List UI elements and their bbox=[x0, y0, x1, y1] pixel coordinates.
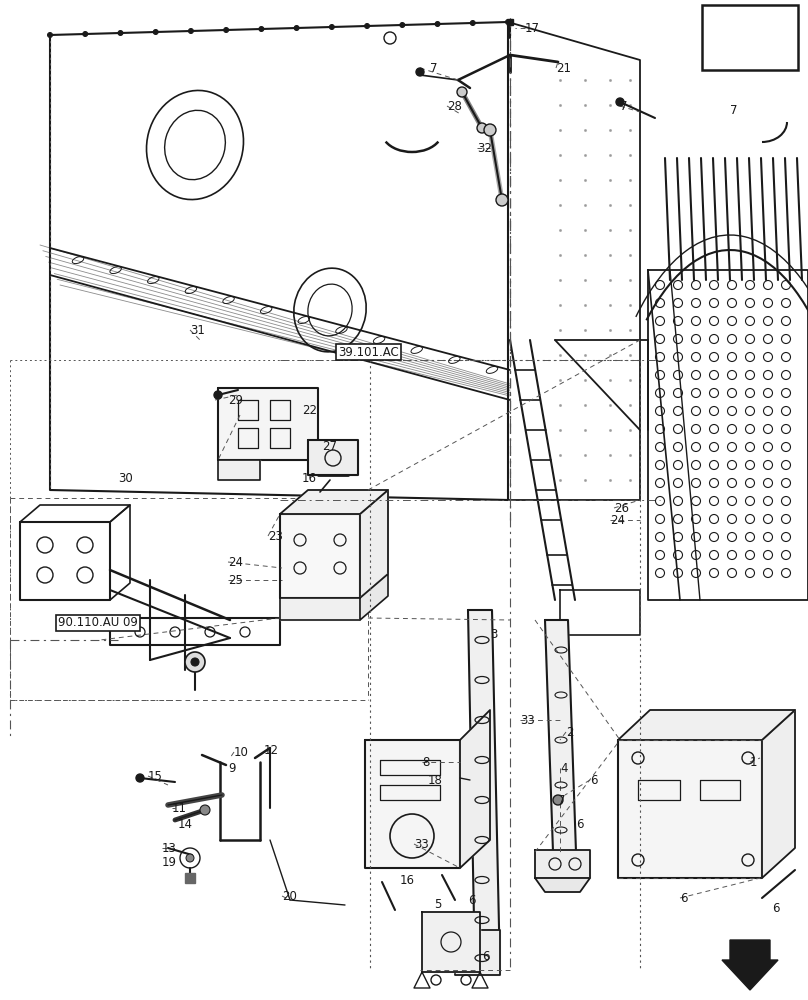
Circle shape bbox=[82, 31, 88, 36]
Text: 31: 31 bbox=[190, 324, 205, 336]
Circle shape bbox=[400, 22, 405, 27]
Text: 30: 30 bbox=[118, 472, 133, 485]
Circle shape bbox=[294, 25, 299, 30]
Circle shape bbox=[484, 124, 496, 136]
Circle shape bbox=[616, 98, 624, 106]
Text: 29: 29 bbox=[228, 393, 243, 406]
Text: 22: 22 bbox=[302, 403, 317, 416]
Text: 3: 3 bbox=[490, 628, 498, 641]
Text: 16: 16 bbox=[302, 472, 317, 485]
Polygon shape bbox=[280, 598, 360, 620]
Text: 12: 12 bbox=[264, 744, 279, 756]
Polygon shape bbox=[618, 710, 795, 740]
Polygon shape bbox=[360, 490, 388, 598]
Polygon shape bbox=[308, 440, 358, 475]
Text: 10: 10 bbox=[234, 746, 249, 758]
Circle shape bbox=[185, 652, 205, 672]
Circle shape bbox=[48, 32, 53, 37]
Polygon shape bbox=[360, 574, 388, 620]
Text: 18: 18 bbox=[428, 774, 443, 786]
Text: 7: 7 bbox=[730, 104, 738, 116]
Text: 6: 6 bbox=[576, 818, 583, 832]
Text: 24: 24 bbox=[610, 514, 625, 526]
Polygon shape bbox=[365, 740, 460, 868]
Circle shape bbox=[259, 26, 264, 31]
Polygon shape bbox=[218, 460, 260, 480]
Text: 21: 21 bbox=[556, 62, 571, 75]
Polygon shape bbox=[535, 878, 590, 892]
Circle shape bbox=[186, 854, 194, 862]
Text: 23: 23 bbox=[268, 530, 283, 542]
Polygon shape bbox=[468, 610, 500, 972]
Polygon shape bbox=[460, 710, 490, 868]
Text: 11: 11 bbox=[172, 802, 187, 814]
Circle shape bbox=[191, 658, 199, 666]
Text: 1: 1 bbox=[750, 756, 758, 768]
Text: 17: 17 bbox=[525, 21, 540, 34]
Text: 7: 7 bbox=[620, 100, 628, 112]
Circle shape bbox=[435, 21, 440, 26]
Text: 6: 6 bbox=[772, 902, 780, 914]
Polygon shape bbox=[545, 620, 576, 852]
Polygon shape bbox=[280, 514, 360, 598]
Polygon shape bbox=[618, 740, 762, 878]
Text: 13: 13 bbox=[162, 842, 177, 854]
Text: 6: 6 bbox=[590, 774, 597, 786]
Polygon shape bbox=[280, 490, 388, 514]
Circle shape bbox=[496, 194, 508, 206]
Circle shape bbox=[457, 87, 467, 97]
Polygon shape bbox=[762, 710, 795, 878]
Text: 8: 8 bbox=[422, 756, 429, 768]
Text: 28: 28 bbox=[447, 100, 462, 112]
Polygon shape bbox=[455, 930, 500, 975]
Text: 25: 25 bbox=[228, 574, 243, 586]
Text: 7: 7 bbox=[430, 62, 437, 75]
Text: 33: 33 bbox=[414, 838, 429, 850]
Text: 33: 33 bbox=[520, 714, 535, 726]
Text: 19: 19 bbox=[162, 856, 177, 868]
Circle shape bbox=[214, 391, 222, 399]
Bar bbox=[702, 5, 798, 70]
Circle shape bbox=[154, 29, 158, 34]
Polygon shape bbox=[422, 912, 480, 972]
Text: 5: 5 bbox=[434, 898, 441, 912]
Circle shape bbox=[416, 68, 424, 76]
Circle shape bbox=[364, 23, 369, 28]
Circle shape bbox=[470, 20, 475, 25]
Text: 14: 14 bbox=[178, 818, 193, 830]
Text: 15: 15 bbox=[148, 770, 163, 782]
Text: 32: 32 bbox=[477, 141, 492, 154]
Polygon shape bbox=[218, 388, 318, 460]
Circle shape bbox=[477, 123, 487, 133]
Text: 39.101.AC: 39.101.AC bbox=[338, 346, 399, 359]
Circle shape bbox=[224, 27, 229, 32]
Circle shape bbox=[506, 19, 511, 24]
Circle shape bbox=[118, 30, 123, 35]
Text: 9: 9 bbox=[228, 762, 235, 774]
Text: 2: 2 bbox=[566, 726, 574, 738]
Text: 20: 20 bbox=[282, 890, 297, 902]
Text: 27: 27 bbox=[322, 440, 337, 452]
Text: 26: 26 bbox=[614, 502, 629, 514]
Text: 6: 6 bbox=[468, 894, 475, 906]
Circle shape bbox=[553, 795, 563, 805]
Text: 7: 7 bbox=[558, 794, 566, 806]
Circle shape bbox=[188, 28, 193, 33]
Circle shape bbox=[136, 774, 144, 782]
Text: 6: 6 bbox=[482, 950, 490, 962]
Polygon shape bbox=[722, 940, 778, 990]
Text: 24: 24 bbox=[228, 556, 243, 568]
Text: 16: 16 bbox=[400, 874, 415, 886]
Circle shape bbox=[330, 24, 335, 29]
Text: 4: 4 bbox=[560, 762, 567, 774]
Polygon shape bbox=[535, 850, 590, 878]
Circle shape bbox=[200, 805, 210, 815]
Text: 90.110.AU 09: 90.110.AU 09 bbox=[58, 616, 138, 630]
Text: 6: 6 bbox=[680, 892, 688, 904]
